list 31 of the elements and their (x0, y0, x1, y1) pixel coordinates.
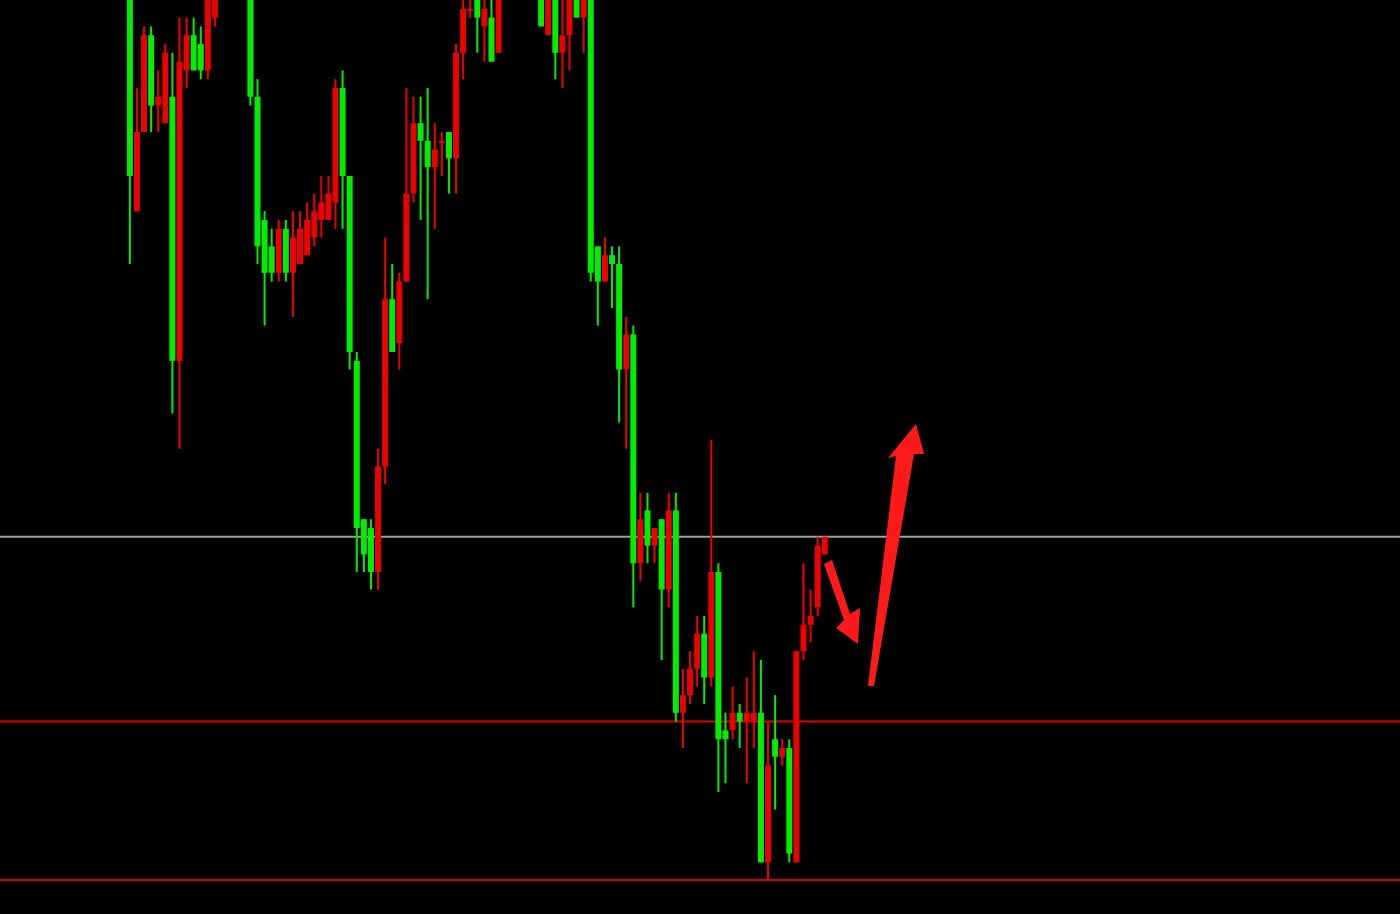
candlestick (488, 0, 495, 63)
candlestick (190, 16, 197, 72)
candlestick (474, 0, 481, 54)
candlestick (268, 227, 275, 283)
candlestick (445, 131, 452, 195)
candlestick (197, 25, 204, 81)
candlestick (431, 122, 438, 230)
candlestick (729, 685, 736, 741)
candlestick (289, 210, 296, 318)
candlestick (651, 527, 658, 565)
candlestick (736, 703, 743, 749)
candlestick (743, 676, 750, 785)
candlestick (779, 738, 786, 767)
candlestick (545, 0, 552, 37)
candlestick (580, 0, 587, 54)
candlestick (538, 0, 545, 28)
candlestick (559, 0, 566, 89)
candlestick (481, 0, 488, 63)
candlestick (424, 87, 431, 301)
candlestick (282, 219, 289, 283)
candlestick (637, 491, 644, 582)
candlestick (275, 219, 282, 283)
candlestick (304, 201, 311, 257)
candlestick (318, 175, 325, 239)
candlestick (644, 491, 651, 565)
candlestick (701, 615, 708, 705)
candlestick (772, 694, 779, 811)
candlestick (367, 518, 374, 591)
candlestick (750, 650, 757, 749)
candlestick (623, 315, 630, 450)
candlestick (601, 236, 608, 283)
